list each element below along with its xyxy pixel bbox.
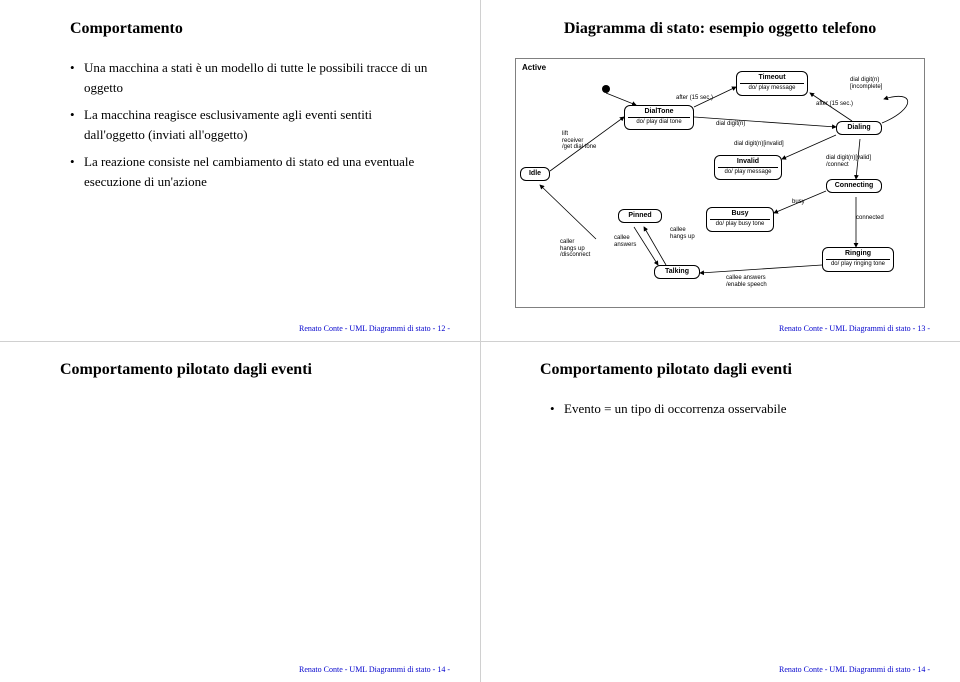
diagram-outer-label: Active	[522, 63, 546, 72]
label-dialinvalid: dial digit(n)[invalid]	[734, 141, 784, 148]
list-item: Una macchina a stati è un modello di tut…	[70, 58, 430, 97]
state-diagram: Active Idle DialTone do/ play dial tone …	[515, 58, 925, 308]
bullet-list: Evento = un tipo di occorrenza osservabi…	[550, 399, 910, 419]
slide-footer: Renato Conte - UML Diagrammi di stato - …	[779, 665, 930, 674]
slide-bottom-left: Comportamento pilotato dagli eventi Rena…	[0, 341, 480, 682]
slide-title: Comportamento	[70, 20, 450, 38]
state-idle: Idle	[520, 167, 550, 181]
divider-horizontal	[0, 341, 960, 342]
label-after15b: after (15 sec.)	[816, 101, 853, 108]
label-dialincomplete: dial digit(n)[incomplete]	[850, 77, 882, 90]
label-connected: connected	[856, 215, 884, 222]
label-after15a: after (15 sec.)	[676, 95, 713, 102]
label-calleeans2: callee answers/enable speech	[726, 275, 767, 288]
label-calleeanswers: calleeanswers	[614, 235, 636, 248]
slide-footer: Renato Conte - UML Diagrammi di stato - …	[299, 665, 450, 674]
slide-title: Diagramma di stato: esempio oggetto tele…	[510, 20, 930, 38]
label-calleehangs: calleehangs up	[670, 227, 695, 240]
list-item: Evento = un tipo di occorrenza osservabi…	[550, 399, 910, 419]
state-connecting: Connecting	[826, 179, 882, 193]
state-invalid: Invalid do/ play message	[714, 155, 782, 180]
state-dialing: Dialing	[836, 121, 882, 135]
label-callerhangs: callerhangs up/disconnect	[560, 239, 590, 259]
slide-title: Comportamento pilotato dagli eventi	[540, 361, 930, 379]
state-pinned: Pinned	[618, 209, 662, 223]
label-dialdigit: dial digit(n)	[716, 121, 745, 128]
slide-top-right: Diagramma di stato: esempio oggetto tele…	[480, 0, 960, 341]
label-lift: liftreceiver/get dial tone	[562, 131, 596, 151]
list-item: La macchina reagisce esclusivamente agli…	[70, 105, 430, 144]
state-timeout: Timeout do/ play message	[736, 71, 808, 96]
slide-footer: Renato Conte - UML Diagrammi di stato - …	[779, 324, 930, 333]
slide-title: Comportamento pilotato dagli eventi	[60, 361, 450, 379]
bullet-list: Una macchina a stati è un modello di tut…	[70, 58, 430, 191]
slide-footer: Renato Conte - UML Diagrammi di stato - …	[299, 324, 450, 333]
slide-bottom-right: Comportamento pilotato dagli eventi Even…	[480, 341, 960, 682]
state-busy: Busy do/ play busy tone	[706, 207, 774, 232]
label-dialvalid: dial digit(n)[valid]/connect	[826, 155, 871, 168]
list-item: La reazione consiste nel cambiamento di …	[70, 152, 430, 191]
state-ringing: Ringing do/ play ringing tone	[822, 247, 894, 272]
label-busy: busy	[792, 199, 805, 206]
state-dialtone: DialTone do/ play dial tone	[624, 105, 694, 130]
slide-top-left: Comportamento Una macchina a stati è un …	[0, 0, 480, 341]
state-talking: Talking	[654, 265, 700, 279]
